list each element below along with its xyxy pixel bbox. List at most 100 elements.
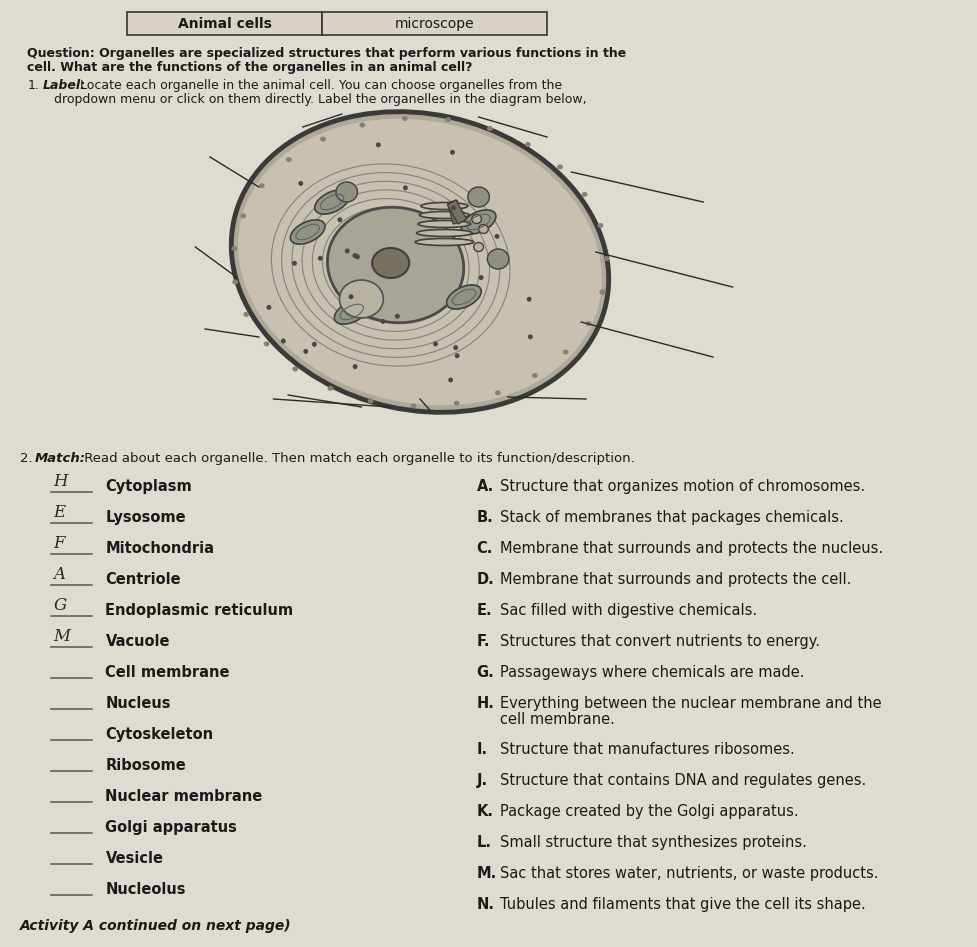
- Text: Mitochondria: Mitochondria: [106, 541, 215, 556]
- Text: A.: A.: [477, 479, 494, 494]
- Ellipse shape: [367, 399, 373, 403]
- Ellipse shape: [290, 220, 325, 244]
- Ellipse shape: [232, 246, 237, 251]
- Text: microscope: microscope: [395, 16, 475, 30]
- Ellipse shape: [264, 342, 270, 347]
- Text: Label:: Label:: [43, 79, 86, 92]
- Text: L.: L.: [477, 835, 491, 850]
- Text: J.: J.: [477, 773, 488, 788]
- Text: Tubules and filaments that give the cell its shape.: Tubules and filaments that give the cell…: [500, 897, 866, 912]
- Ellipse shape: [451, 205, 456, 210]
- Text: A: A: [54, 566, 65, 583]
- Text: Lysosome: Lysosome: [106, 510, 186, 525]
- Ellipse shape: [334, 300, 369, 324]
- Text: Match:: Match:: [35, 452, 86, 465]
- Ellipse shape: [292, 260, 297, 266]
- Ellipse shape: [243, 312, 249, 317]
- Ellipse shape: [267, 305, 272, 310]
- Ellipse shape: [527, 296, 531, 302]
- Ellipse shape: [531, 373, 537, 378]
- Ellipse shape: [315, 190, 350, 214]
- Text: Small structure that synthesizes proteins.: Small structure that synthesizes protein…: [500, 835, 807, 850]
- Ellipse shape: [448, 378, 453, 383]
- Polygon shape: [322, 12, 547, 35]
- Ellipse shape: [402, 116, 407, 121]
- Ellipse shape: [353, 364, 358, 369]
- Text: E: E: [54, 504, 65, 521]
- Ellipse shape: [468, 187, 489, 207]
- Ellipse shape: [600, 290, 606, 295]
- Text: Sac that stores water, nutrients, or waste products.: Sac that stores water, nutrients, or was…: [500, 866, 878, 881]
- Text: Membrane that surrounds and protects the cell.: Membrane that surrounds and protects the…: [500, 572, 851, 587]
- Ellipse shape: [240, 213, 246, 219]
- Text: Animal cells: Animal cells: [178, 16, 272, 30]
- Ellipse shape: [557, 165, 563, 170]
- Ellipse shape: [446, 285, 482, 309]
- Ellipse shape: [381, 319, 386, 324]
- Ellipse shape: [446, 117, 451, 122]
- Text: E.: E.: [477, 603, 492, 618]
- Text: D.: D.: [477, 572, 494, 587]
- Ellipse shape: [345, 248, 350, 254]
- Text: F: F: [54, 535, 65, 552]
- Text: Cell membrane: Cell membrane: [106, 665, 230, 680]
- Text: dropdown menu or click on them directly. Label the organelles in the diagram bel: dropdown menu or click on them directly.…: [54, 93, 586, 106]
- Text: Nucleolus: Nucleolus: [106, 882, 186, 897]
- Ellipse shape: [454, 353, 459, 358]
- Text: Sac filled with digestive chemicals.: Sac filled with digestive chemicals.: [500, 603, 757, 618]
- Ellipse shape: [479, 224, 488, 234]
- Ellipse shape: [353, 253, 358, 259]
- Ellipse shape: [581, 192, 587, 197]
- Text: Structures that convert nutrients to energy.: Structures that convert nutrients to ene…: [500, 634, 820, 649]
- Text: G.: G.: [477, 665, 494, 680]
- Text: N.: N.: [477, 897, 494, 912]
- Ellipse shape: [494, 234, 499, 239]
- Text: H: H: [54, 473, 68, 490]
- Polygon shape: [127, 12, 322, 35]
- Ellipse shape: [336, 182, 358, 202]
- Ellipse shape: [419, 211, 469, 219]
- Text: Vacuole: Vacuole: [106, 634, 170, 649]
- Ellipse shape: [238, 118, 602, 405]
- Text: Cytoskeleton: Cytoskeleton: [106, 727, 214, 742]
- Ellipse shape: [461, 210, 496, 234]
- Text: Stack of membranes that packages chemicals.: Stack of membranes that packages chemica…: [500, 510, 844, 525]
- Text: Cytoplasm: Cytoplasm: [106, 479, 192, 494]
- Ellipse shape: [487, 126, 492, 131]
- Text: Everything between the nuclear membrane and the: Everything between the nuclear membrane …: [500, 696, 881, 711]
- Text: M.: M.: [477, 866, 497, 881]
- Ellipse shape: [259, 183, 265, 188]
- Ellipse shape: [418, 221, 471, 227]
- Text: Centriole: Centriole: [106, 572, 181, 587]
- Ellipse shape: [598, 223, 604, 228]
- Ellipse shape: [410, 403, 416, 408]
- Ellipse shape: [320, 136, 326, 141]
- Ellipse shape: [232, 112, 609, 412]
- Ellipse shape: [303, 348, 308, 354]
- Ellipse shape: [433, 342, 438, 347]
- Ellipse shape: [472, 215, 482, 223]
- Text: M: M: [54, 628, 70, 645]
- Text: Structure that contains DNA and regulates genes.: Structure that contains DNA and regulate…: [500, 773, 867, 788]
- Bar: [447, 200, 463, 224]
- Ellipse shape: [585, 321, 591, 326]
- Text: K.: K.: [477, 804, 493, 819]
- Ellipse shape: [292, 366, 298, 371]
- Ellipse shape: [372, 248, 409, 278]
- Ellipse shape: [528, 334, 532, 339]
- Text: I.: I.: [477, 742, 488, 757]
- Text: 1.: 1.: [27, 79, 39, 92]
- Text: B.: B.: [477, 510, 493, 525]
- Ellipse shape: [318, 256, 322, 260]
- Text: Package created by the Golgi apparatus.: Package created by the Golgi apparatus.: [500, 804, 799, 819]
- Text: F.: F.: [477, 634, 490, 649]
- Ellipse shape: [298, 181, 303, 186]
- Ellipse shape: [355, 255, 360, 259]
- Text: Locate each organelle in the animal cell. You can choose organelles from the: Locate each organelle in the animal cell…: [76, 79, 563, 92]
- Ellipse shape: [286, 157, 292, 162]
- Text: H.: H.: [477, 696, 494, 711]
- Ellipse shape: [337, 217, 342, 223]
- Text: C.: C.: [477, 541, 493, 556]
- Ellipse shape: [233, 279, 238, 284]
- Text: Structure that organizes motion of chromosomes.: Structure that organizes motion of chrom…: [500, 479, 866, 494]
